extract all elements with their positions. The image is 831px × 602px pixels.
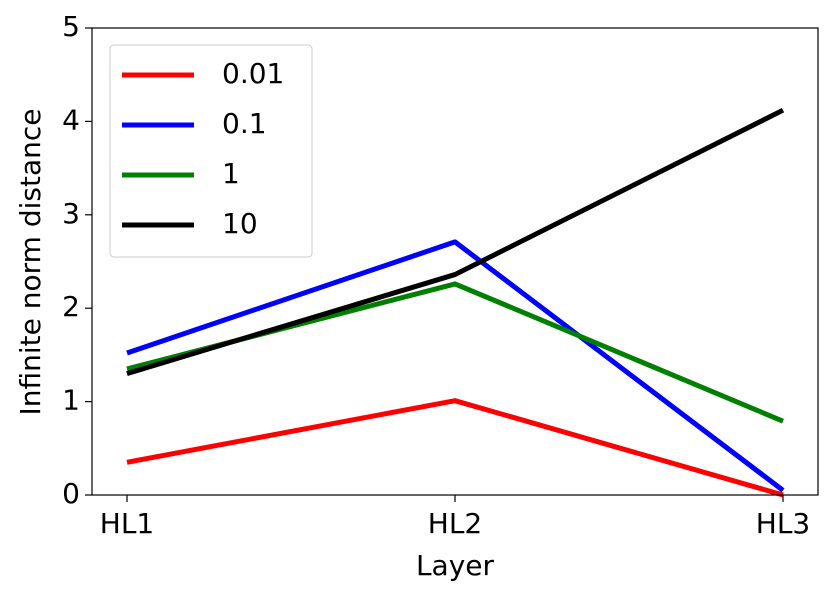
line-series bbox=[126, 239, 785, 493]
y-tick-label: 2 bbox=[62, 290, 80, 323]
legend-label: 0.1 bbox=[222, 107, 267, 140]
x-axis-label: Layer bbox=[416, 549, 495, 582]
y-tick-label: 1 bbox=[62, 384, 80, 417]
legend-label: 1 bbox=[222, 157, 240, 190]
y-axis-label: Infinite norm distance bbox=[14, 109, 47, 416]
line-series bbox=[126, 398, 784, 498]
y-tick-label: 4 bbox=[62, 103, 80, 136]
x-tick-label: HL1 bbox=[100, 507, 154, 540]
x-tick-label: HL2 bbox=[428, 507, 482, 540]
line-series bbox=[126, 107, 785, 376]
plot-frame bbox=[91, 27, 819, 496]
y-tick-label: 3 bbox=[62, 197, 80, 230]
legend-label: 0.01 bbox=[222, 57, 284, 90]
legend-box bbox=[109, 44, 313, 258]
legend-label: 10 bbox=[222, 207, 258, 240]
y-tick-label: 0 bbox=[62, 477, 80, 510]
x-tick-label: HL3 bbox=[756, 507, 810, 540]
y-tick-label: 5 bbox=[62, 10, 80, 43]
